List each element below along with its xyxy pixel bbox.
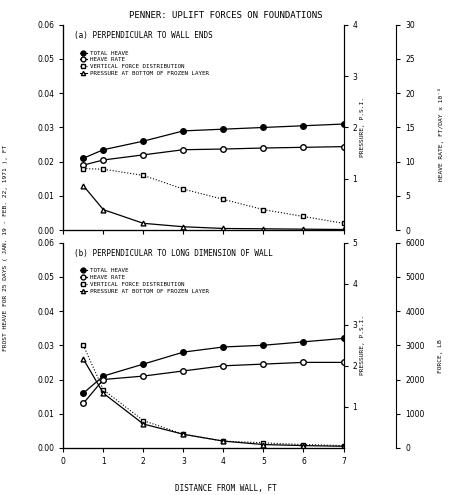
Text: HEAVE RATE, FT/DAY x 10⁻⁴: HEAVE RATE, FT/DAY x 10⁻⁴ xyxy=(437,87,443,181)
Y-axis label: PRESSURE, P.S.I.: PRESSURE, P.S.I. xyxy=(359,98,364,157)
Legend: TOTAL HEAVE, HEAVE RATE, VERTICAL FORCE DISTRIBUTION, PRESSURE AT BOTTOM OF FROZ: TOTAL HEAVE, HEAVE RATE, VERTICAL FORCE … xyxy=(77,48,211,79)
Text: (b) PERPENDICULAR TO LONG DIMENSION OF WALL: (b) PERPENDICULAR TO LONG DIMENSION OF W… xyxy=(74,248,273,258)
Text: (a) PERPENDICULAR TO WALL ENDS: (a) PERPENDICULAR TO WALL ENDS xyxy=(74,31,213,40)
Text: PENNER: UPLIFT FORCES ON FOUNDATIONS: PENNER: UPLIFT FORCES ON FOUNDATIONS xyxy=(129,11,322,20)
Legend: TOTAL HEAVE, HEAVE RATE, VERTICAL FORCE DISTRIBUTION, PRESSURE AT BOTTOM OF FROZ: TOTAL HEAVE, HEAVE RATE, VERTICAL FORCE … xyxy=(77,266,211,297)
Text: DISTANCE FROM WALL, FT: DISTANCE FROM WALL, FT xyxy=(175,484,276,493)
Text: FORCE, LB: FORCE, LB xyxy=(437,340,442,373)
Y-axis label: PRESSURE, P.S.I.: PRESSURE, P.S.I. xyxy=(359,315,364,375)
Text: FROST HEAVE FOR 25 DAYS ( JAN. 19 - FEB. 22, 1971 ), FT: FROST HEAVE FOR 25 DAYS ( JAN. 19 - FEB.… xyxy=(3,145,8,350)
